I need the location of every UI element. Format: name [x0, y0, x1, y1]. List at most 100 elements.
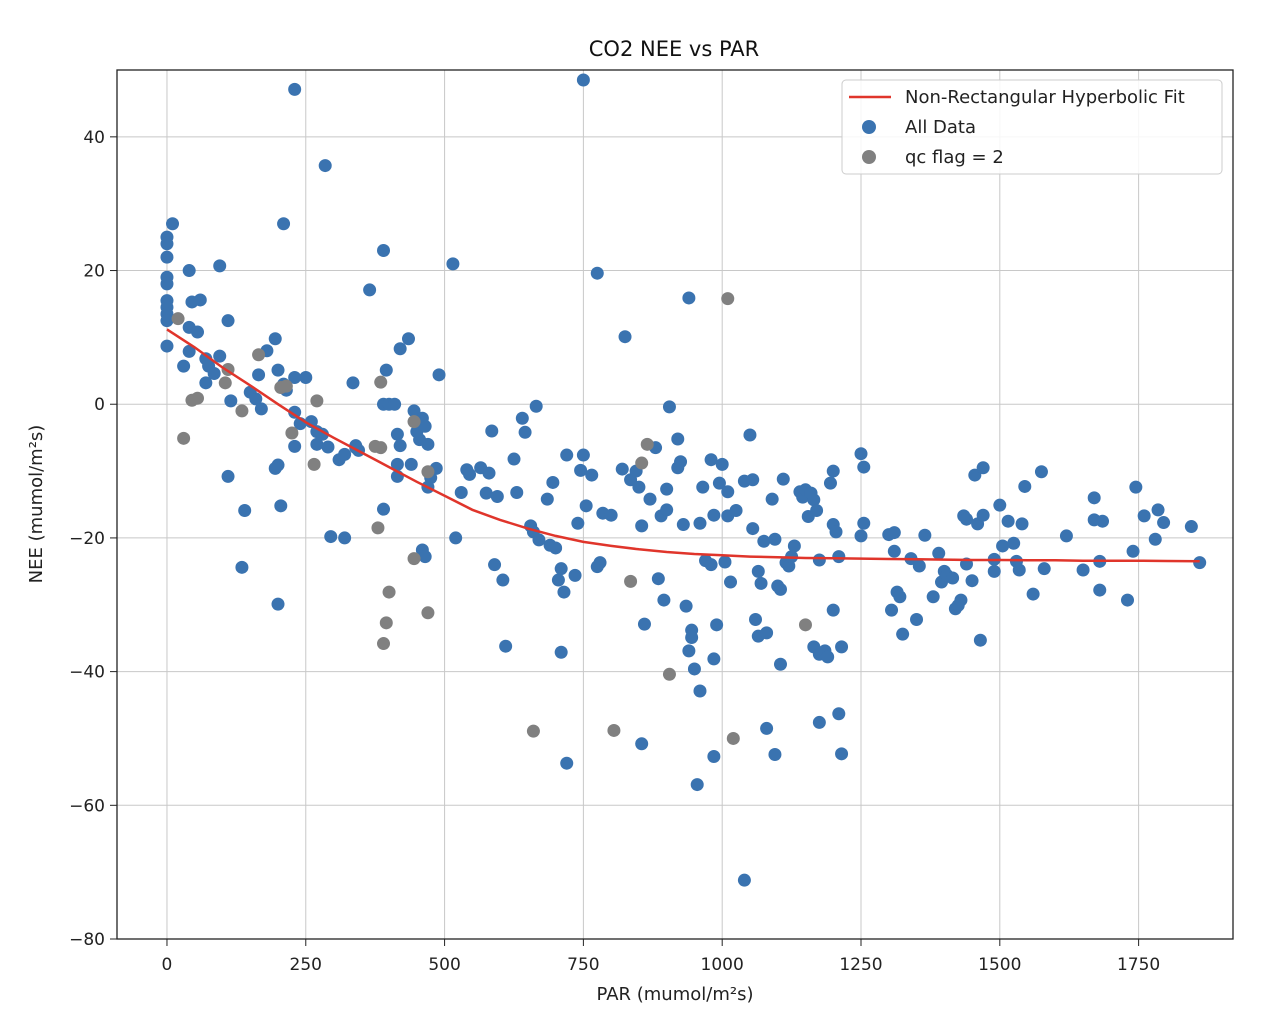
data-point-all — [812, 715, 826, 729]
data-point-all — [821, 650, 835, 664]
data-point-all — [660, 482, 674, 496]
data-point-all — [271, 363, 285, 377]
data-point-all — [632, 480, 646, 494]
data-point-all — [166, 217, 180, 231]
data-point-all — [765, 492, 779, 506]
data-point-all — [996, 539, 1010, 553]
data-point-qc — [374, 375, 388, 389]
data-point-all — [746, 522, 760, 536]
data-point-all — [221, 314, 235, 328]
data-point-all — [757, 534, 771, 548]
data-point-all — [679, 599, 693, 613]
data-point-all — [812, 553, 826, 567]
data-point-all — [379, 363, 393, 377]
plot-frame — [116, 69, 1234, 940]
x-tick-label: 1000 — [701, 955, 744, 975]
data-point-all — [288, 405, 302, 419]
data-point-all — [807, 493, 821, 507]
data-point-all — [832, 550, 846, 564]
data-point-all — [715, 457, 729, 471]
data-point-all — [224, 394, 238, 408]
data-point-all — [926, 590, 940, 604]
y-tick-label: −60 — [69, 796, 105, 816]
data-point-all — [485, 424, 499, 438]
data-point-all — [749, 612, 763, 626]
data-point-all — [249, 392, 263, 406]
data-point-all — [987, 564, 1001, 578]
data-point-all — [760, 626, 774, 640]
data-point-all — [887, 526, 901, 540]
data-point-all — [773, 582, 787, 596]
data-point-all — [773, 657, 787, 671]
data-point-all — [662, 400, 676, 414]
data-point-all — [540, 492, 554, 506]
data-point-all — [160, 250, 174, 264]
data-point-all — [707, 750, 721, 764]
data-point-all — [193, 293, 207, 307]
data-point-all — [687, 662, 701, 676]
legend-box — [841, 79, 1223, 175]
data-point-all — [651, 572, 665, 586]
data-point-all — [571, 516, 585, 530]
data-point-all — [968, 468, 982, 482]
data-point-all — [529, 399, 543, 413]
data-point-all — [707, 508, 721, 522]
data-point-all — [1001, 514, 1015, 528]
data-point-all — [643, 492, 657, 506]
data-point-qc — [171, 312, 185, 326]
data-point-all — [432, 368, 446, 382]
fit-series — [166, 328, 1200, 563]
data-point-all — [549, 541, 563, 555]
data-point-all — [729, 504, 743, 518]
data-point-all — [674, 455, 688, 469]
data-point-all — [704, 558, 718, 572]
data-point-all — [446, 257, 460, 271]
data-point-all — [579, 499, 593, 513]
fit-line — [166, 328, 1200, 563]
data-point-qc — [382, 585, 396, 599]
data-point-qc — [421, 465, 435, 479]
data-point-all — [288, 370, 302, 384]
data-point-all — [1034, 465, 1048, 479]
data-point-all — [671, 432, 685, 446]
data-point-all — [421, 437, 435, 451]
data-point-qc — [371, 521, 385, 535]
data-point-all — [829, 525, 843, 539]
data-point-qc — [421, 606, 435, 620]
data-point-all — [857, 516, 871, 530]
data-point-qc — [252, 348, 266, 362]
data-point-all — [221, 469, 235, 483]
data-point-all — [518, 425, 532, 439]
data-point-all — [754, 576, 768, 590]
data-point-qc — [607, 723, 621, 737]
data-point-all — [560, 448, 574, 462]
data-point-all — [454, 485, 468, 499]
data-point-all — [496, 573, 510, 587]
data-point-all — [615, 462, 629, 476]
data-point-all — [826, 603, 840, 617]
data-point-all — [887, 544, 901, 558]
data-point-all — [235, 560, 249, 574]
data-point-qc — [798, 618, 812, 632]
scatter-points — [160, 73, 1207, 887]
data-point-all — [288, 82, 302, 96]
data-point-qc — [218, 376, 232, 390]
data-point-all — [576, 73, 590, 87]
data-point-all — [693, 516, 707, 530]
data-point-qc — [379, 616, 393, 630]
data-point-all — [635, 737, 649, 751]
data-point-all — [835, 747, 849, 761]
data-point-all — [393, 439, 407, 453]
x-tick-label: 1250 — [839, 955, 882, 975]
data-point-all — [676, 518, 690, 532]
data-point-all — [199, 376, 213, 390]
y-tick-label: −40 — [69, 663, 105, 683]
y-tick-label: 20 — [83, 262, 105, 282]
data-point-all — [743, 428, 757, 442]
data-point-all — [823, 476, 837, 490]
data-point-all — [160, 237, 174, 251]
data-point-all — [574, 463, 588, 477]
data-point-qc — [191, 391, 205, 405]
data-point-all — [560, 756, 574, 770]
data-point-all — [252, 368, 266, 382]
